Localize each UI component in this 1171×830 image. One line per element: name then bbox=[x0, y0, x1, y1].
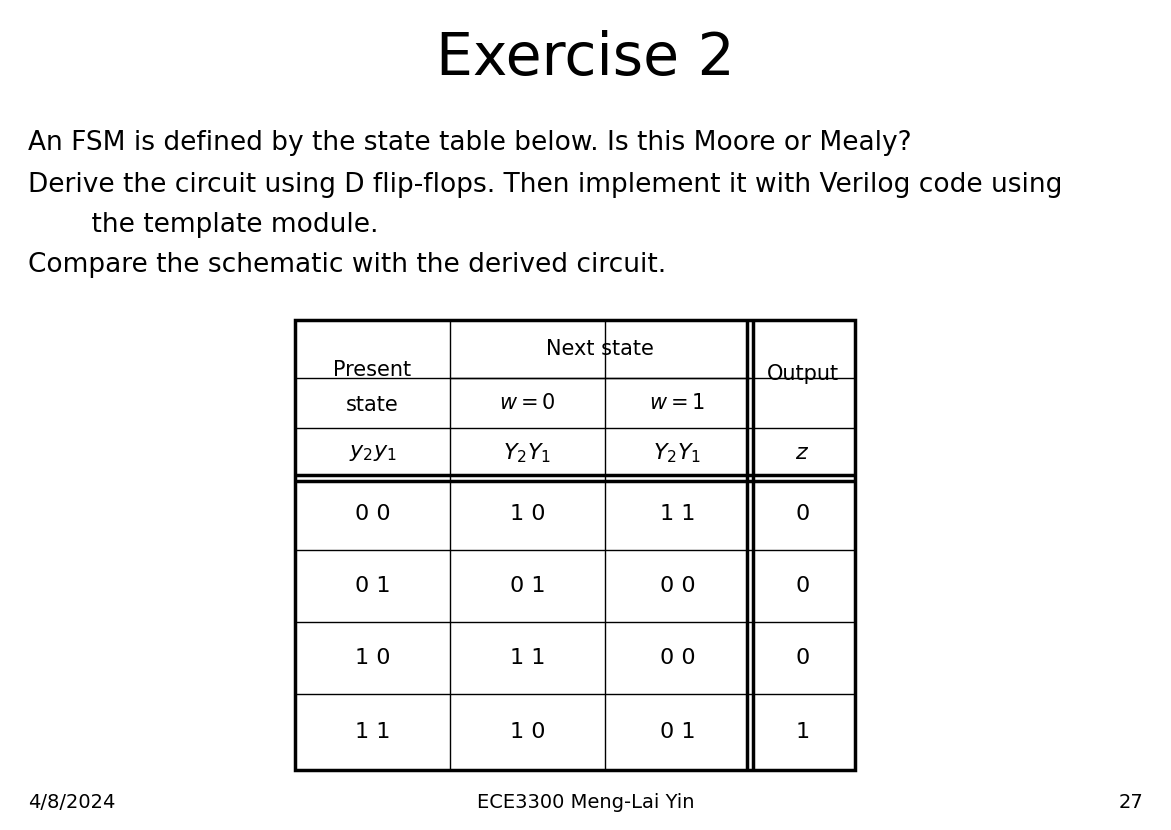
Text: 0 1: 0 1 bbox=[509, 576, 546, 596]
Text: the template module.: the template module. bbox=[59, 212, 378, 238]
Text: 0 0: 0 0 bbox=[355, 504, 390, 524]
Text: $w = 1$: $w = 1$ bbox=[650, 393, 706, 413]
Text: $z$: $z$ bbox=[795, 443, 809, 463]
Text: 0 0: 0 0 bbox=[659, 576, 696, 596]
Text: 1: 1 bbox=[795, 722, 809, 742]
Text: Exercise 2: Exercise 2 bbox=[436, 30, 735, 87]
Text: 1 0: 1 0 bbox=[355, 648, 390, 668]
Text: 1 1: 1 1 bbox=[355, 722, 390, 742]
Text: 0 1: 0 1 bbox=[355, 576, 390, 596]
Text: 1 0: 1 0 bbox=[509, 722, 546, 742]
Text: $Y_2Y_1$: $Y_2Y_1$ bbox=[504, 442, 552, 465]
Text: 0 0: 0 0 bbox=[659, 648, 696, 668]
Text: Next state: Next state bbox=[546, 339, 653, 359]
Text: Present: Present bbox=[334, 360, 411, 380]
Text: 0: 0 bbox=[795, 576, 809, 596]
Text: Compare the schematic with the derived circuit.: Compare the schematic with the derived c… bbox=[28, 252, 666, 278]
Text: 0: 0 bbox=[795, 648, 809, 668]
Text: 1 1: 1 1 bbox=[659, 504, 696, 524]
Text: 27: 27 bbox=[1118, 793, 1143, 812]
Text: An FSM is defined by the state table below. Is this Moore or Mealy?: An FSM is defined by the state table bel… bbox=[28, 130, 912, 156]
Text: 1 1: 1 1 bbox=[509, 648, 546, 668]
Text: 0: 0 bbox=[795, 504, 809, 524]
Text: state: state bbox=[347, 395, 399, 415]
Text: 0 1: 0 1 bbox=[659, 722, 696, 742]
Text: $y_2y_1$: $y_2y_1$ bbox=[349, 443, 397, 463]
Text: ECE3300 Meng-Lai Yin: ECE3300 Meng-Lai Yin bbox=[477, 793, 694, 812]
Text: $w = 0$: $w = 0$ bbox=[499, 393, 556, 413]
Text: 4/8/2024: 4/8/2024 bbox=[28, 793, 116, 812]
Text: Derive the circuit using D flip-flops. Then implement it with Verilog code using: Derive the circuit using D flip-flops. T… bbox=[28, 172, 1062, 198]
Text: $Y_2Y_1$: $Y_2Y_1$ bbox=[653, 442, 701, 465]
Bar bbox=[295, 320, 855, 770]
Text: Output: Output bbox=[767, 364, 838, 384]
Text: 1 0: 1 0 bbox=[509, 504, 546, 524]
